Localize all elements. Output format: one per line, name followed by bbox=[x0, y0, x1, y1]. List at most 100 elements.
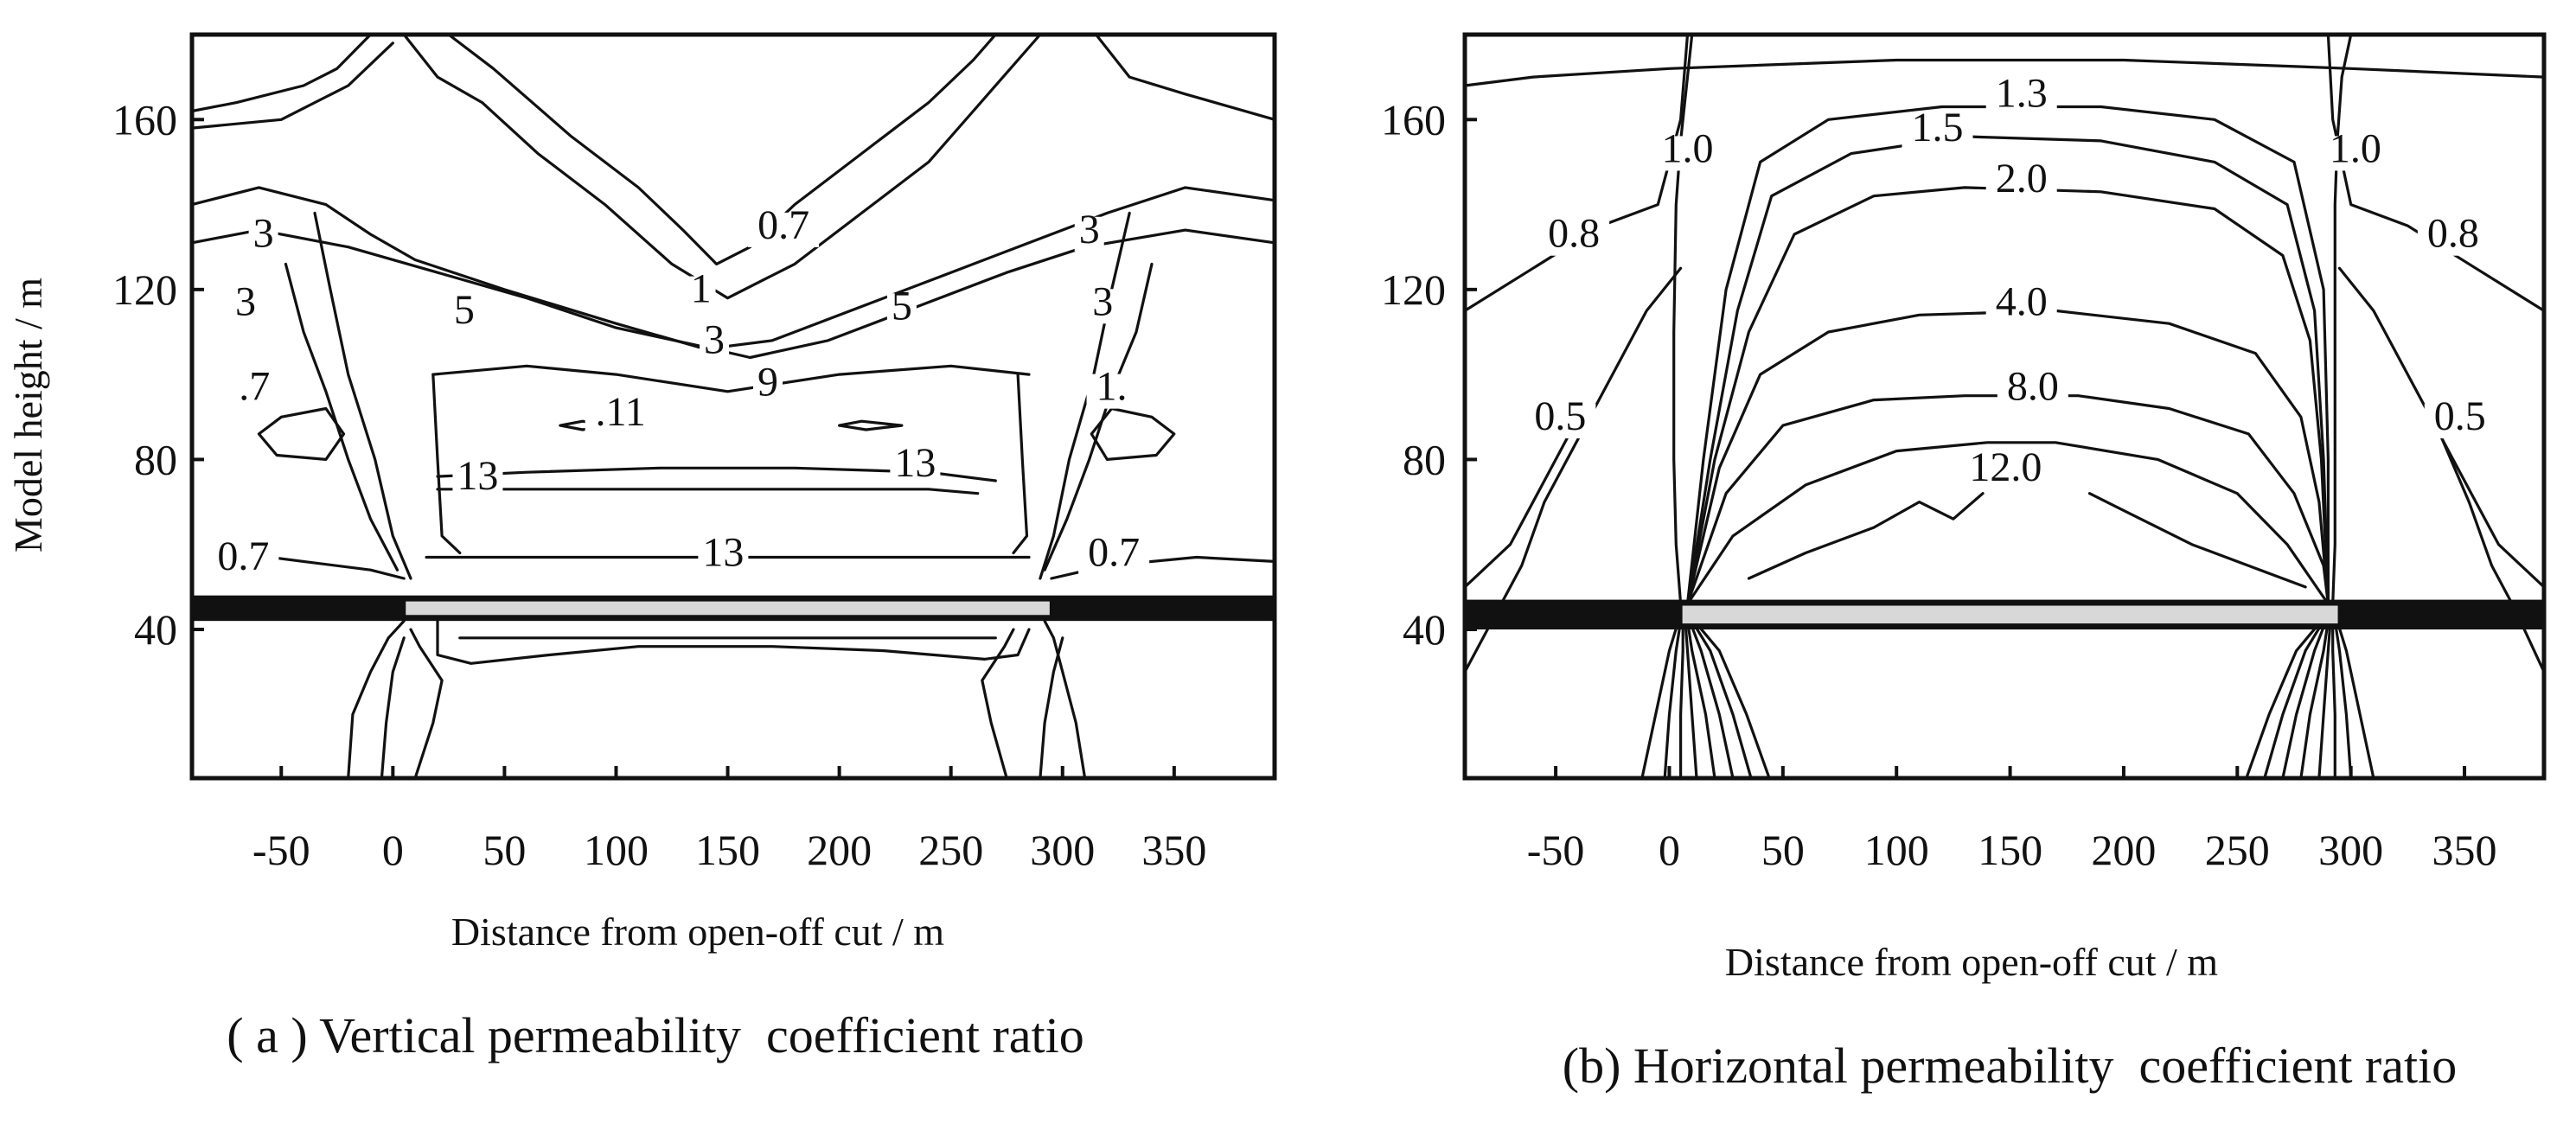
contour-label: .7 bbox=[239, 364, 270, 410]
contour-line bbox=[1685, 394, 2330, 606]
x-tick-label: 150 bbox=[1978, 826, 2042, 874]
contour-line bbox=[2429, 415, 2546, 589]
contour-label: 1.0 bbox=[2330, 125, 2381, 171]
panel-a-plot-frame bbox=[189, 32, 1277, 781]
goaf-zone bbox=[1678, 602, 2342, 628]
panel-b-y-axis: 40 80 120 160 bbox=[1381, 95, 1477, 654]
contour-label: 0.7 bbox=[217, 533, 269, 579]
panel-b-x-axis-title: Distance from open-off cut / m bbox=[1725, 940, 2218, 984]
contour-label-mask bbox=[1985, 289, 2057, 324]
contour-line bbox=[1663, 619, 1683, 780]
contour-line bbox=[380, 636, 406, 780]
contour-line bbox=[1463, 58, 2546, 87]
contour-line bbox=[2087, 492, 2307, 589]
contour-line bbox=[1012, 373, 1029, 555]
contour-line bbox=[2281, 619, 2328, 780]
contour-label: 13 bbox=[702, 529, 744, 575]
x-tick-label: 350 bbox=[1141, 826, 1206, 874]
contour-line bbox=[2326, 33, 2546, 312]
contour-label-mask bbox=[686, 276, 716, 311]
contour-line bbox=[2333, 619, 2353, 780]
contour-line bbox=[2299, 619, 2330, 780]
contour-line bbox=[1685, 441, 2330, 606]
contour-label-mask bbox=[753, 369, 783, 405]
contour-line bbox=[313, 211, 412, 580]
goaf-zone bbox=[402, 597, 1053, 619]
contour-label: 3 bbox=[253, 211, 274, 257]
contour-label-mask bbox=[1538, 220, 1610, 256]
panel-a-y-axis: 40 80 120 160 bbox=[112, 95, 204, 654]
contour-label: 1 bbox=[691, 266, 712, 312]
contour-label: 1.0 bbox=[1661, 125, 1713, 171]
contour-line bbox=[1039, 636, 1064, 780]
contour-label-mask bbox=[449, 297, 479, 333]
contour-label: 13 bbox=[894, 440, 936, 486]
x-tick-label: 100 bbox=[584, 826, 649, 874]
contour-label: 5 bbox=[892, 283, 912, 329]
contour-label: 0.5 bbox=[2434, 393, 2486, 439]
contour-label: 8.0 bbox=[2007, 364, 2059, 410]
contour-label-mask bbox=[1652, 136, 1723, 171]
contour-line bbox=[2331, 619, 2336, 780]
contour-line bbox=[1685, 619, 1716, 780]
y-tick-label: 40 bbox=[134, 605, 177, 654]
contour-label: 9 bbox=[757, 360, 778, 406]
contour-line bbox=[2317, 619, 2332, 780]
panel-b-x-axis: -50 0 50 100 150 200 250 300 350 bbox=[1527, 766, 2497, 874]
contour-line bbox=[1688, 619, 1735, 780]
panel-b-plot-frame bbox=[1462, 32, 2547, 781]
contour-line bbox=[2245, 619, 2324, 780]
contour-line bbox=[838, 419, 904, 431]
contour-label-mask bbox=[700, 327, 730, 362]
x-tick-label: 50 bbox=[483, 826, 526, 874]
x-tick-label: -50 bbox=[252, 826, 310, 874]
x-tick-label: 300 bbox=[1030, 826, 1095, 874]
x-tick-label: 250 bbox=[2205, 826, 2270, 874]
contour-label: 1. bbox=[1096, 364, 1128, 410]
contour-label-mask bbox=[1078, 540, 1150, 575]
contour-line bbox=[1685, 135, 2330, 606]
contour-label-mask bbox=[585, 399, 656, 435]
contour-label-mask bbox=[452, 463, 503, 498]
contour-label-mask bbox=[1074, 216, 1104, 252]
contour-line bbox=[2331, 33, 2353, 606]
contour-line bbox=[1039, 211, 1131, 580]
contour-line bbox=[1463, 415, 1580, 589]
contour-label: 5 bbox=[454, 287, 475, 333]
contour-label-mask bbox=[886, 293, 917, 329]
contour-line bbox=[1672, 33, 1694, 606]
contour-label: 0.7 bbox=[1088, 529, 1140, 575]
panel-a-coal-seam bbox=[192, 595, 1275, 622]
x-tick-label: -50 bbox=[1527, 826, 1585, 874]
panel-a-y-axis-title: Model height / m bbox=[6, 278, 50, 552]
contour-line bbox=[1692, 619, 1771, 780]
x-tick-label: 200 bbox=[2091, 826, 2156, 874]
y-tick-label: 120 bbox=[1381, 265, 1446, 314]
x-tick-label: 200 bbox=[807, 826, 872, 874]
contour-label: 2.0 bbox=[1996, 156, 2048, 201]
contour-label: 0.8 bbox=[2427, 211, 2479, 257]
contour-label-mask bbox=[229, 374, 280, 409]
contour-label: 3 bbox=[235, 278, 256, 324]
x-tick-label: 50 bbox=[1761, 826, 1805, 874]
x-tick-label: 100 bbox=[1864, 826, 1929, 874]
contour-label: 3 bbox=[1092, 278, 1113, 324]
contour-label-mask bbox=[208, 544, 279, 579]
y-tick-label: 120 bbox=[112, 265, 177, 314]
contour-label: 4.0 bbox=[1996, 278, 2048, 324]
contour-label-mask bbox=[1525, 404, 1596, 439]
contour-line bbox=[1679, 619, 1684, 780]
contour-line bbox=[347, 619, 406, 780]
y-tick-label: 160 bbox=[112, 95, 177, 144]
y-tick-label: 80 bbox=[134, 435, 177, 483]
contour-line bbox=[981, 628, 1015, 780]
contour-label-mask bbox=[1985, 80, 2057, 116]
contour-label-mask bbox=[1997, 374, 2068, 409]
contour-label: 12.0 bbox=[1969, 444, 2042, 490]
contour-line bbox=[1090, 406, 1176, 461]
contour-line bbox=[257, 406, 346, 461]
contour-line bbox=[190, 33, 373, 113]
contour-line bbox=[2263, 619, 2325, 780]
